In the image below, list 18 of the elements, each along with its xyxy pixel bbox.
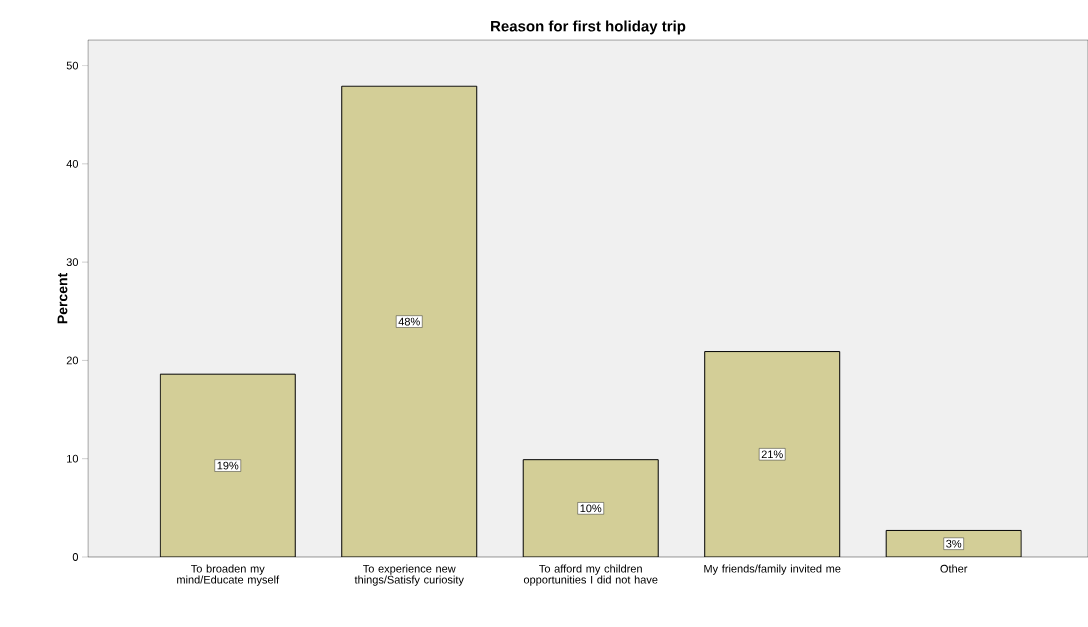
x-tick-label: To afford my children opportunities I did not have — [523, 564, 658, 586]
y-tick-label: 40 — [66, 159, 79, 168]
y-tick-label: 50 — [66, 61, 79, 70]
x-tick-label: To experience new things/Satisfy curiosity — [354, 564, 464, 586]
data-label: 21% — [761, 450, 783, 459]
y-axis-title: Percent — [57, 272, 68, 324]
data-label: 3% — [946, 539, 962, 548]
x-tick-label: Other — [940, 564, 968, 573]
y-tick-label: 30 — [66, 258, 79, 267]
y-tick-label: 20 — [66, 356, 79, 365]
x-tick-label: My friends/family invited me — [704, 564, 841, 575]
data-label: 19% — [217, 461, 239, 470]
data-label: 10% — [580, 504, 602, 513]
data-label: 48% — [398, 317, 420, 326]
chart-title: Reason for first holiday trip — [491, 20, 686, 35]
y-tick-label: 10 — [67, 454, 79, 463]
x-tick-label: To broaden my mind/Educate myself — [177, 564, 280, 586]
y-tick-label: 0 — [72, 553, 79, 561]
